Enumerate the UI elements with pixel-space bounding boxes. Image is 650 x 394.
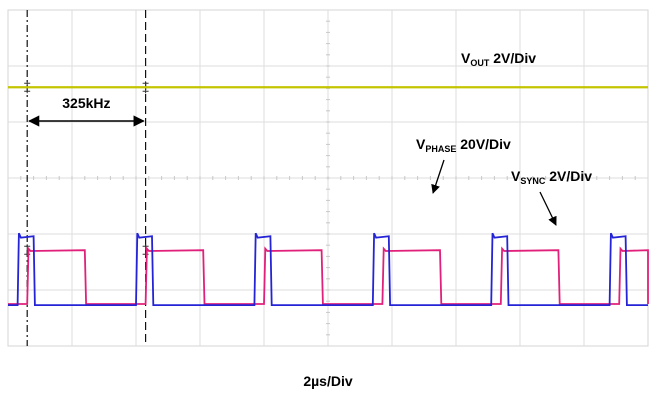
vout-label-symbol: V [461, 50, 471, 66]
vout-label-scale: 2V/Div [493, 50, 536, 66]
vout-label: VOUT 2V/Div [461, 50, 536, 68]
waveform-traces [8, 86, 649, 306]
frequency-label: 325kHz [62, 95, 110, 111]
time-scale-label: 2µs/Div [303, 373, 353, 389]
vphase-leader-arrow [431, 159, 445, 194]
vsync-label-subscript: SYNC [520, 176, 546, 186]
vphase-label-symbol: V [416, 136, 426, 152]
vphase-label-scale: 20V/Div [460, 136, 511, 152]
vphase-trace [8, 232, 648, 306]
vsync-leader-arrow [539, 191, 557, 226]
vphase-label-subscript: PHASE [425, 144, 456, 154]
vphase-label: VPHASE 20V/Div [416, 136, 511, 154]
vout-label-subscript: OUT [470, 58, 490, 68]
vsync-label-symbol: V [511, 168, 521, 184]
vsync-trace [8, 246, 649, 305]
vsync-label-scale: 2V/Div [549, 168, 592, 184]
vsync-label: VSYNC 2V/Div [511, 168, 592, 186]
